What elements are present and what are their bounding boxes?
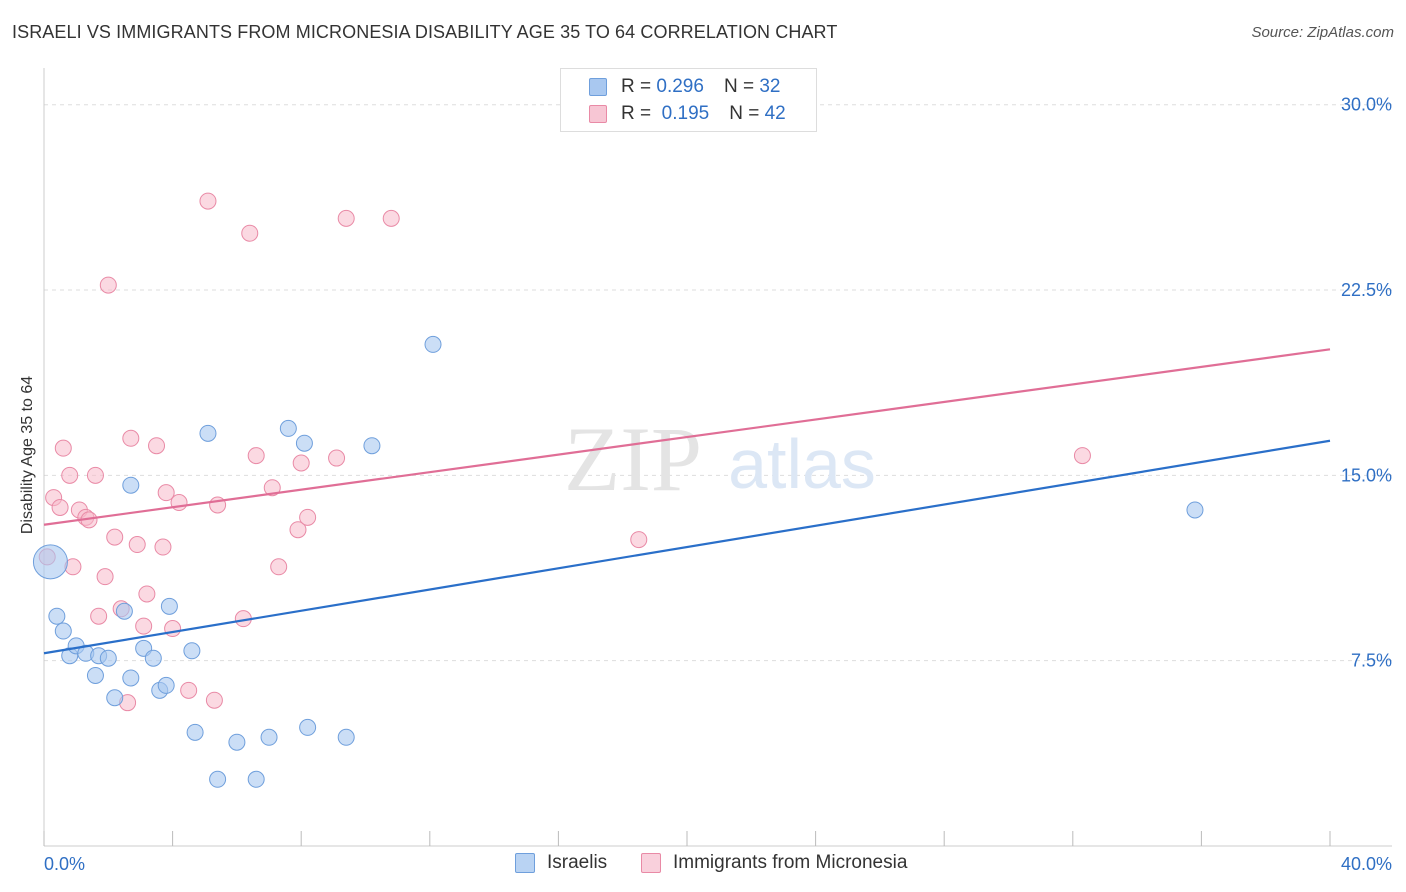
israelis-point-1 — [48, 607, 66, 625]
micronesia-point-27 — [205, 691, 223, 709]
micronesia-point-22 — [157, 484, 175, 502]
y-tick-label: 7.5% — [1351, 651, 1392, 671]
micronesia-point-23 — [164, 620, 182, 638]
watermark-atlas: atlas — [728, 425, 876, 503]
micronesia-point-3 — [54, 439, 72, 457]
micronesia-point-20 — [148, 437, 166, 455]
source-credit: Source: ZipAtlas.com — [1251, 24, 1394, 41]
micronesia-point-33 — [270, 558, 288, 576]
micronesia-point-26 — [199, 192, 217, 210]
legend-label-israelis: Israelis — [547, 852, 608, 873]
y-axis-title: Disability Age 35 to 64 — [19, 375, 36, 535]
legend-item-israelis[interactable]: Israelis — [515, 852, 607, 874]
israelis-point-16 — [160, 597, 178, 615]
micronesia-point-36 — [299, 508, 317, 526]
micronesia-point-9 — [86, 466, 104, 484]
israelis-point-21 — [260, 728, 278, 746]
stats-legend: R = 0.296 N = 32 R = 0.195 N = 42 — [560, 68, 817, 132]
israelis-point-8 — [86, 667, 104, 685]
israelis-point-11 — [122, 669, 140, 687]
israelis-point-20 — [228, 733, 246, 751]
series-legend: Israelis Immigrants from Micronesia — [0, 852, 1406, 878]
israelis-point-28 — [122, 476, 140, 494]
trend-lines — [43, 348, 1331, 655]
legend-n-label: N = — [723, 76, 755, 97]
micronesia-point-37 — [328, 449, 346, 467]
micronesia-point-13 — [106, 528, 124, 546]
micronesia-point-10 — [90, 607, 108, 625]
micronesia-point-17 — [128, 536, 146, 554]
micronesia-point-18 — [138, 585, 156, 603]
micronesia-point-4 — [61, 466, 79, 484]
israelis-point-9 — [106, 689, 124, 707]
watermark: ZIP atlas — [564, 408, 876, 510]
micronesia-point-11 — [96, 568, 114, 586]
israelis-point-18 — [186, 723, 204, 741]
israelis-point-19 — [199, 424, 217, 442]
israelis-point-7 — [99, 649, 117, 667]
watermark-zip: ZIP — [564, 408, 702, 510]
israelis-point-0 — [32, 544, 68, 580]
israelis-point-22 — [279, 419, 297, 437]
legend-n-value-micronesia: 42 — [764, 103, 786, 124]
micronesia-point-12 — [99, 276, 117, 294]
micronesia-trend-line — [43, 348, 1331, 526]
chart-title: ISRAELI VS IMMIGRANTS FROM MICRONESIA DI… — [12, 22, 838, 42]
micronesia-point-25 — [180, 681, 198, 699]
gridlines — [44, 104, 1392, 662]
legend-r-label: R = — [621, 76, 652, 97]
x-tick-label: 40.0% — [1341, 854, 1392, 874]
israelis-point-25 — [337, 728, 355, 746]
israelis-point-13 — [144, 649, 162, 667]
micronesia-point-35 — [292, 454, 310, 472]
legend-swatch-israelis — [515, 853, 535, 873]
israelis-point-31 — [1186, 501, 1204, 519]
legend-n-value-israelis: 32 — [759, 76, 781, 97]
legend-label-micronesia: Immigrants from Micronesia — [673, 852, 908, 873]
legend-r-value-micronesia: 0.195 — [661, 103, 710, 124]
israelis-point-17 — [183, 642, 201, 660]
israelis-point-29 — [209, 770, 227, 788]
x-ticks — [43, 831, 1331, 846]
israelis-point-30 — [247, 770, 265, 788]
micronesia-point-19 — [135, 617, 153, 635]
series-israelis-points — [32, 335, 1204, 788]
series-micronesia-points — [38, 192, 1091, 712]
israelis-trend-line — [43, 439, 1331, 655]
legend-r-label: R = — [621, 103, 652, 124]
legend-row-micronesia: R = 0.195 N = 42 — [589, 101, 786, 127]
israelis-point-10 — [115, 602, 133, 620]
legend-swatch-israelis — [589, 78, 607, 96]
y-tick-label: 15.0% — [1341, 465, 1392, 485]
micronesia-point-32 — [263, 479, 281, 497]
israelis-point-23 — [299, 718, 317, 736]
legend-swatch-micronesia — [641, 853, 661, 873]
x-tick-label: 0.0% — [44, 854, 85, 874]
micronesia-point-2 — [51, 498, 69, 516]
micronesia-point-21 — [154, 538, 172, 556]
x-tick-labels: 0.0% 40.0% — [44, 854, 1392, 874]
micronesia-point-40 — [630, 531, 648, 549]
israelis-point-2 — [54, 622, 72, 640]
micronesia-point-30 — [241, 224, 259, 242]
y-tick-label: 22.5% — [1341, 280, 1392, 300]
legend-row-israelis: R = 0.296 N = 32 — [589, 74, 780, 100]
israelis-point-24 — [295, 434, 313, 452]
israelis-point-26 — [363, 437, 381, 455]
y-tick-labels: 7.5% 15.0% 22.5% 30.0% — [1341, 95, 1392, 671]
israelis-point-15 — [157, 676, 175, 694]
micronesia-point-38 — [337, 209, 355, 227]
micronesia-point-16 — [122, 429, 140, 447]
micronesia-point-34 — [289, 521, 307, 539]
micronesia-point-41 — [1073, 447, 1091, 465]
micronesia-point-39 — [382, 209, 400, 227]
legend-r-value-israelis: 0.296 — [656, 76, 704, 97]
legend-item-micronesia[interactable]: Immigrants from Micronesia — [641, 852, 907, 874]
y-tick-label: 30.0% — [1341, 95, 1392, 115]
legend-n-label: N = — [729, 103, 760, 124]
micronesia-point-31 — [247, 447, 265, 465]
legend-swatch-micronesia — [589, 105, 607, 123]
israelis-point-27 — [424, 335, 442, 353]
